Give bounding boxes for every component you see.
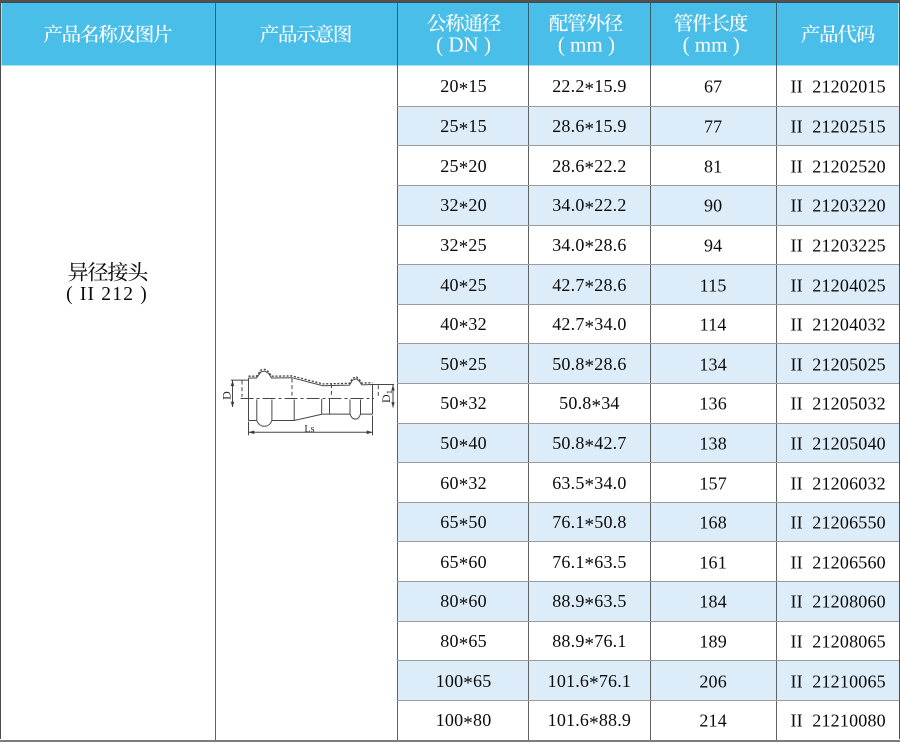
svg-text:Ls: Ls	[304, 424, 314, 435]
svg-text:D1: D1	[379, 390, 394, 403]
svg-text:D: D	[220, 391, 234, 400]
